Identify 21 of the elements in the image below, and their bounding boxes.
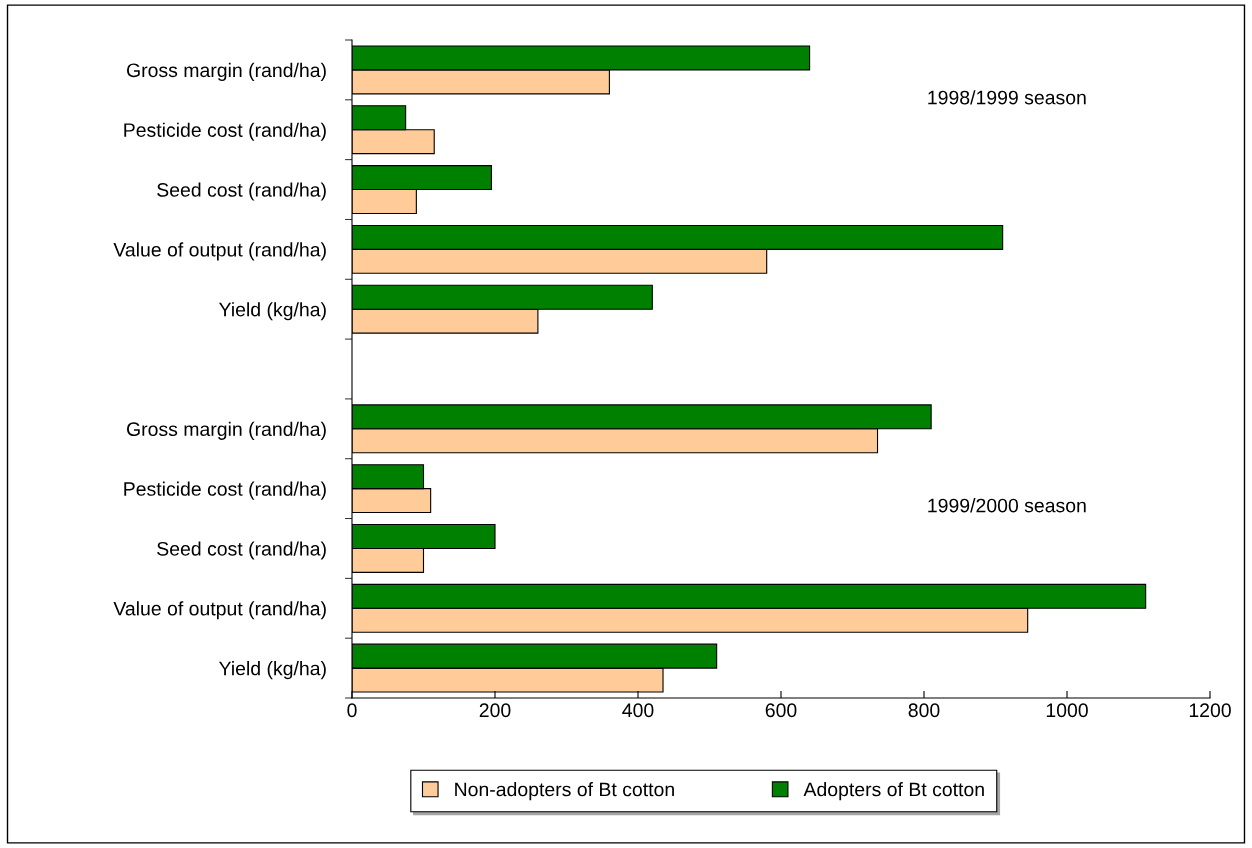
x-tick-label: 600 bbox=[765, 703, 797, 718]
y-tick-label: Seed cost (rand/ha) bbox=[157, 541, 326, 560]
x-tick-label: 800 bbox=[908, 703, 940, 718]
annotation: 1999/2000 season bbox=[928, 498, 1086, 513]
y-tick-label: Yield (kg/ha) bbox=[219, 302, 326, 321]
x-tick-label: 1200 bbox=[1189, 703, 1231, 718]
annotation: 1998/1999 season bbox=[928, 90, 1086, 105]
y-tick-label: Seed cost (rand/ha) bbox=[157, 182, 326, 201]
y-tick-label: Gross margin (rand/ha) bbox=[127, 421, 326, 440]
x-tick-label: 400 bbox=[622, 703, 654, 718]
y-tick-label: Value of output (rand/ha) bbox=[113, 242, 326, 261]
y-tick-label: Pesticide cost (rand/ha) bbox=[124, 481, 326, 500]
x-tick-label: 200 bbox=[479, 703, 511, 718]
x-tick-label: 1000 bbox=[1046, 703, 1088, 718]
x-tick-label: 0 bbox=[347, 703, 357, 718]
y-tick-label: Gross margin (rand/ha) bbox=[127, 62, 326, 81]
y-tick-label: Pesticide cost (rand/ha) bbox=[124, 122, 326, 141]
y-tick-label: Yield (kg/ha) bbox=[219, 661, 326, 680]
legend-label: Non-adopters of Bt cotton bbox=[455, 782, 674, 801]
legend-label: Adopters of Bt cotton bbox=[803, 782, 984, 801]
y-tick-label: Value of output (rand/ha) bbox=[113, 601, 326, 620]
